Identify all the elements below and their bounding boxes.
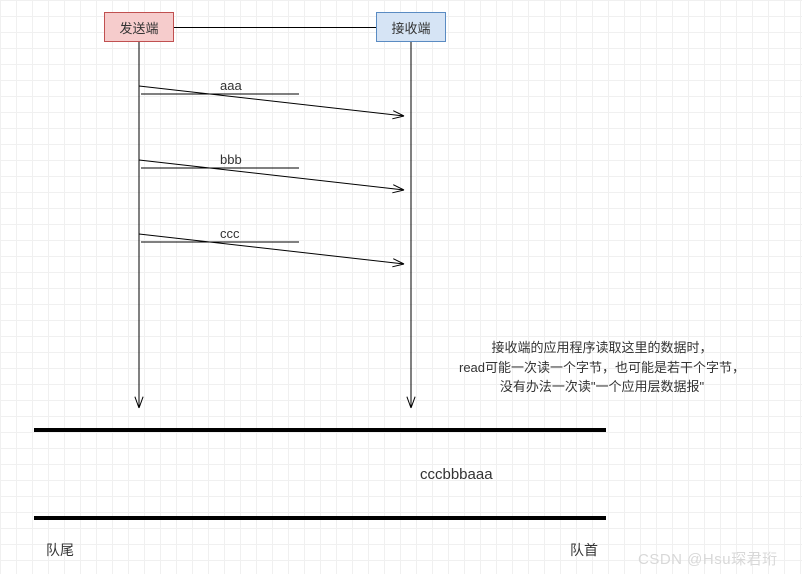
sender-label: 发送端: [119, 18, 158, 37]
message-label-ccc: ccc: [220, 226, 240, 241]
message-label-bbb: bbb: [220, 152, 242, 167]
queue-tail-label: 队尾: [46, 540, 74, 560]
diagram-layer: 发送端 接收端 aaa bbb ccc 接收端的应用程序读取这里的数据时， re…: [0, 0, 802, 574]
description-text: 接收端的应用程序读取这里的数据时， read可能一次读一个字节，也可能是若干个字…: [432, 338, 772, 397]
sender-node: 发送端: [104, 12, 174, 42]
desc-line-2: read可能一次读一个字节，也可能是若干个字节，: [459, 360, 745, 375]
receiver-node: 接收端: [376, 12, 446, 42]
buffer-content: cccbbbaaa: [420, 466, 493, 483]
node-connector: [174, 27, 376, 28]
queue-head-label: 队首: [570, 540, 598, 560]
receiver-label: 接收端: [391, 18, 430, 37]
message-label-aaa: aaa: [220, 78, 242, 93]
watermark: CSDN @Hsu琛君珩: [638, 548, 778, 569]
desc-line-3: 没有办法一次读"一个应用层数据报": [500, 379, 704, 394]
buffer-top-line: [34, 428, 606, 432]
buffer-bottom-line: [34, 516, 606, 520]
desc-line-1: 接收端的应用程序读取这里的数据时，: [491, 340, 712, 355]
